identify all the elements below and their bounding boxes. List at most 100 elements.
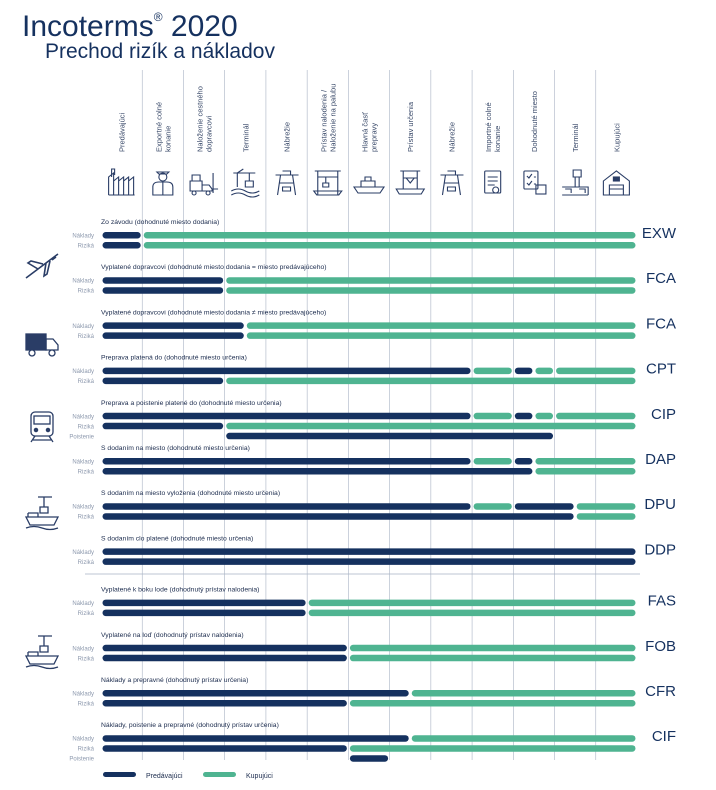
column-label: konanie — [163, 126, 172, 152]
column-label: Hlavná časť — [361, 112, 370, 152]
icon-shape — [33, 427, 39, 433]
column-header-12: Terminál — [571, 123, 580, 152]
icon-shape — [27, 512, 39, 517]
risks-bar-seller — [102, 513, 574, 520]
icon-shape — [602, 170, 630, 196]
column-header-8: Prístav určenia — [406, 101, 415, 152]
costs-bar-seller — [102, 503, 471, 510]
costs-bar-seller — [102, 322, 244, 329]
insurance-row-label: Poistenie — [69, 434, 94, 440]
risks-row-label: Riziká — [78, 515, 95, 521]
icon-shape — [24, 655, 60, 665]
costs-row-label: Náklady — [72, 550, 94, 556]
risks-bar-seller — [102, 242, 141, 249]
term-row-exw: Zo závodu (dohodnuté miesto dodania) EXW N… — [72, 219, 677, 250]
quay-crane-icon — [275, 170, 299, 196]
risks-row-label: Riziká — [78, 379, 95, 385]
column-header-1: Predávajúci — [118, 112, 127, 152]
icon-shape — [45, 427, 51, 433]
ship-icon — [24, 496, 60, 531]
costs-bar-seller — [102, 412, 471, 420]
risks-bar-buyer — [349, 654, 636, 662]
risks-bar-buyer — [308, 609, 636, 617]
cargo-ship-icon — [352, 176, 386, 194]
costs-bar-buyer — [473, 412, 512, 420]
costs-row-label: Náklady — [72, 279, 94, 285]
risks-bar-seller — [102, 468, 533, 475]
term-description: Vyplatené na loď (dohodnutý prístav nalo… — [101, 632, 244, 639]
forklift-truck-icon — [189, 173, 219, 196]
costs-bar-buyer — [556, 412, 636, 420]
costs-bar-seller — [102, 735, 409, 742]
costs-bar-buyer — [576, 503, 636, 510]
risks-bar-seller — [102, 700, 347, 707]
costs-bar-buyer — [535, 367, 554, 375]
icon-shape — [523, 170, 539, 190]
factory-icon — [108, 168, 135, 196]
term-code: DPU — [644, 496, 676, 513]
column-header-13: Kupujúci — [612, 123, 621, 152]
column-header-9: Nábrežie — [447, 122, 456, 152]
costs-bar-seller — [102, 232, 141, 239]
column-label: dopravcovi — [205, 115, 214, 152]
costs-bar-seller — [102, 277, 224, 284]
icon-shape — [158, 172, 168, 182]
costs-bar-buyer — [143, 232, 636, 239]
risks-bar-buyer — [226, 287, 636, 294]
icon-shape — [281, 186, 292, 192]
risks-bar-seller — [102, 377, 224, 385]
term-description: S dodaním clo platené (dohodnuté miesto … — [101, 535, 253, 542]
column-header-6: Prístav nalodenia / Naloženie na palubu — [319, 84, 337, 152]
costs-bar-seller — [514, 458, 533, 465]
icon-shape — [612, 176, 620, 182]
icon-shape — [25, 525, 59, 531]
legend: Predávajúci Kupujúci — [103, 772, 273, 780]
term-row-fas: Vyplatené k boku lode (dohodnutý prístav… — [72, 587, 676, 618]
risks-bar-buyer — [349, 700, 636, 707]
icon-shape — [205, 190, 211, 196]
terminal-tower-icon — [562, 169, 589, 196]
term-description: Zo závodu (dohodnuté miesto dodania) — [101, 219, 219, 226]
risks-bar-buyer — [246, 332, 636, 339]
icon-shape — [492, 186, 500, 194]
costs-bar-seller — [102, 599, 306, 607]
icon-shape — [25, 664, 59, 670]
icon-shape — [38, 496, 52, 514]
icon-shape — [312, 190, 343, 196]
costs-bar-buyer — [246, 322, 636, 329]
icon-shape — [45, 338, 59, 351]
icon-shape — [484, 170, 502, 194]
risks-bar-seller — [102, 745, 347, 752]
icon-shape — [152, 181, 174, 196]
customs-document-icon — [484, 170, 502, 194]
column-header-4: Terminál — [241, 123, 250, 152]
costs-row-label: Náklady — [72, 324, 94, 330]
risks-bar-buyer — [349, 745, 636, 752]
icon-shape — [25, 333, 47, 351]
costs-bar-seller — [102, 644, 347, 652]
term-code: CPT — [646, 361, 676, 378]
column-header-2: Exportné colné konanie — [154, 102, 172, 152]
insurance-bar-seller — [226, 432, 554, 440]
costs-row-label: Náklady — [72, 369, 94, 375]
column-label: Naloženie na palubu — [328, 84, 337, 152]
icon-shape — [111, 168, 116, 177]
term-description: Náklady a prepravné (dohodnutý prístav u… — [101, 677, 248, 684]
term-description: Vyplatené k boku lode (dohodnutý prístav… — [101, 587, 259, 594]
airplane-icon — [25, 253, 59, 279]
train-icon — [30, 411, 54, 443]
term-code: DAP — [645, 451, 676, 468]
costs-row-label: Náklady — [72, 505, 94, 511]
icon-shape — [231, 188, 260, 198]
costs-row-label: Náklady — [72, 414, 94, 420]
column-header-10: Importné colné konanie — [484, 102, 502, 152]
icon-shape — [30, 435, 54, 443]
term-description: S dodaním na miesto vyloženia (dohodnuté… — [101, 490, 280, 497]
risks-bar-seller — [102, 287, 224, 294]
icon-shape — [189, 180, 213, 192]
column-label: Exportné colné — [154, 102, 163, 152]
icon-shape — [562, 169, 589, 196]
customs-officer-icon — [152, 171, 174, 196]
risks-row-label: Riziká — [78, 470, 95, 476]
